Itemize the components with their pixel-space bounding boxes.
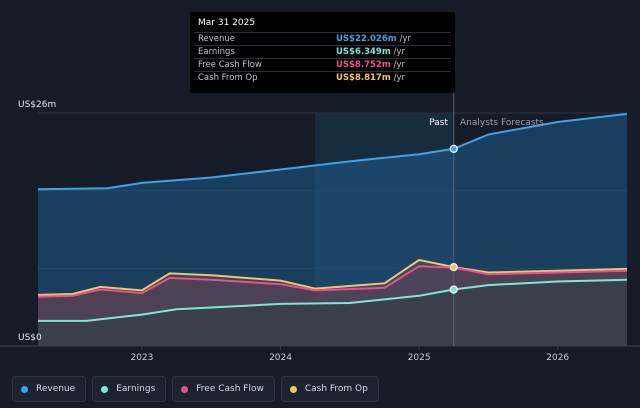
line-earnings xyxy=(38,278,628,322)
legend-dot-icon xyxy=(101,385,109,393)
past-label: Past xyxy=(429,118,448,128)
x-tick-label: 2026 xyxy=(546,353,569,363)
legend-dot-icon xyxy=(181,385,189,393)
tooltip-value: US$8.817m /yr xyxy=(336,73,405,83)
legend-item-earnings[interactable]: Earnings xyxy=(92,376,167,402)
legend-dot-icon xyxy=(289,385,297,393)
tooltip-value: US$6.349m /yr xyxy=(336,47,405,57)
tooltip-value-text: US$8.817m xyxy=(336,73,391,83)
tooltip-row-earnings: Earnings US$6.349m /yr xyxy=(194,45,451,58)
x-tick-label: 2024 xyxy=(269,353,292,363)
tooltip-value: US$8.752m /yr xyxy=(336,60,405,70)
y-axis-top-label: US$26m xyxy=(18,100,56,110)
legend-label: Revenue xyxy=(36,384,76,394)
tooltip-label: Earnings xyxy=(198,47,235,57)
legend-label: Cash From Op xyxy=(304,384,368,394)
line-free-cash-flow xyxy=(37,265,628,298)
forecast-label: Analysts Forecasts xyxy=(460,118,544,128)
tooltip-label: Cash From Op xyxy=(198,73,258,83)
tooltip-label: Revenue xyxy=(198,34,236,44)
tooltip-row-revenue: Revenue US$22.026m /yr xyxy=(194,32,451,45)
legend-dot-icon xyxy=(21,385,28,393)
tooltip-row-cash-from-op: Cash From Op US$8.817m /yr xyxy=(194,71,451,84)
legend-label: Free Cash Flow xyxy=(196,384,264,394)
tooltip-value-text: US$6.349m xyxy=(336,47,391,57)
tooltip-label: Free Cash Flow xyxy=(198,60,262,70)
marker-revenue xyxy=(449,144,458,153)
line-revenue xyxy=(37,112,628,191)
legend-item-cash-from-op[interactable]: Cash From Op xyxy=(280,376,379,402)
tooltip-value-text: US$22.026m xyxy=(336,34,397,44)
tooltip-value: US$22.026m /yr xyxy=(336,34,411,44)
tooltip-unit: /yr xyxy=(393,60,406,70)
legend: Revenue Earnings Free Cash Flow Cash Fro… xyxy=(12,376,379,402)
y-axis-bottom-label: US$0 xyxy=(18,333,42,343)
tooltip-unit: /yr xyxy=(393,47,406,57)
legend-label: Earnings xyxy=(116,384,156,394)
marker-cash-from-op xyxy=(449,263,458,272)
tooltip-unit: /yr xyxy=(393,73,406,83)
legend-item-revenue[interactable]: Revenue xyxy=(12,376,87,402)
area-earnings xyxy=(38,279,627,346)
tooltip-date: Mar 31 2025 xyxy=(198,18,256,28)
tooltip-row-free-cash-flow: Free Cash Flow US$8.752m /yr xyxy=(194,58,451,71)
marker-earnings xyxy=(449,285,458,294)
data-tooltip: Mar 31 2025 Revenue US$22.026m /yr Earni… xyxy=(190,12,455,93)
legend-item-free-cash-flow[interactable]: Free Cash Flow xyxy=(172,376,275,402)
x-tick-label: 2023 xyxy=(130,353,153,363)
line-cash-from-op xyxy=(37,259,628,296)
tooltip-unit: /yr xyxy=(399,34,411,44)
x-tick-label: 2025 xyxy=(408,353,431,363)
tooltip-value-text: US$8.752m xyxy=(336,60,391,70)
